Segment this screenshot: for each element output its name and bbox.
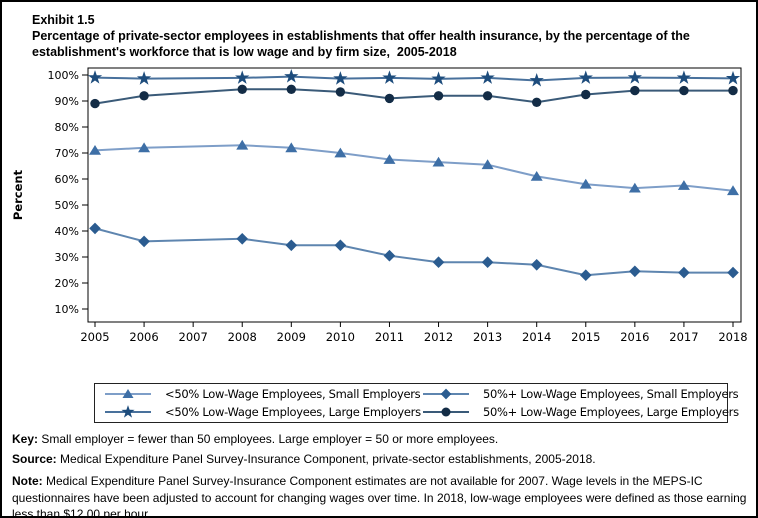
legend-label: <50% Low-Wage Employees, Small Employers <box>165 387 421 401</box>
diamond-marker-icon <box>423 388 469 400</box>
footnotes: Key: Small employer = fewer than 50 empl… <box>12 431 754 518</box>
x-tick-label: 2016 <box>620 330 649 344</box>
y-tick-label: 70% <box>55 147 79 160</box>
source-note: Source: Medical Expenditure Panel Survey… <box>12 451 754 468</box>
x-tick-label: 2018 <box>718 330 747 344</box>
y-tick-label: 10% <box>55 303 79 316</box>
series-star <box>87 69 741 87</box>
x-tick-label: 2010 <box>326 330 355 344</box>
title-block: Exhibit 1.5 Percentage of private-sector… <box>32 12 738 60</box>
legend-item-large-lt50: <50% Low-Wage Employees, Large Employers <box>95 404 421 420</box>
y-tick-label: 50% <box>55 199 79 212</box>
note-text: Medical Expenditure Panel Survey-Insuran… <box>12 474 747 518</box>
chart-title: Percentage of private-sector employees i… <box>32 29 694 59</box>
x-tick-label: 2009 <box>277 330 306 344</box>
x-tick-label: 2013 <box>473 330 502 344</box>
y-tick-label: 30% <box>55 251 79 264</box>
legend-label: 50%+ Low-Wage Employees, Large Employers <box>483 405 739 419</box>
triangle-marker-icon <box>105 389 151 399</box>
legend-item-large-50plus: 50%+ Low-Wage Employees, Large Employers <box>413 404 739 420</box>
key-text: Small employer = fewer than 50 employees… <box>38 432 499 446</box>
key-note: Key: Small employer = fewer than 50 empl… <box>12 431 754 448</box>
x-tick-label: 2008 <box>228 330 257 344</box>
y-tick-label: 90% <box>55 95 79 108</box>
y-axis: 100% 90% 80% 70% 60% 50% 40% 30% 20% 10% <box>48 69 88 316</box>
series-line <box>94 144 734 192</box>
x-tick-label: 2011 <box>375 330 404 344</box>
y-tick-label: 80% <box>55 121 79 134</box>
x-tick-label: 2006 <box>129 330 158 344</box>
note-label: Note: <box>12 474 43 488</box>
y-tick-label: 100% <box>48 69 79 82</box>
x-tick-label: 2017 <box>669 330 698 344</box>
source-label: Source: <box>12 451 57 466</box>
y-tick-label: 20% <box>55 277 79 290</box>
y-axis-title: Percent <box>11 169 25 220</box>
legend-item-small-lt50: <50% Low-Wage Employees, Small Employers <box>95 386 421 402</box>
x-tick-label: 2005 <box>80 330 109 344</box>
source-text: Medical Expenditure Panel Survey-Insuran… <box>56 451 596 466</box>
x-tick-label: 2007 <box>179 330 208 344</box>
y-tick-label: 40% <box>55 225 79 238</box>
x-tick-label: 2015 <box>571 330 600 344</box>
series-triangle <box>89 139 739 196</box>
method-note: Note: Medical Expenditure Panel Survey-I… <box>12 473 754 518</box>
chart-legend: <50% Low-Wage Employees, Small Employers… <box>94 383 739 423</box>
legend-label: 50%+ Low-Wage Employees, Small Employers <box>483 387 739 401</box>
exhibit-label: Exhibit 1.5 <box>32 13 95 27</box>
x-tick-label: 2014 <box>522 330 551 344</box>
x-axis: 2005 2006 2007 2008 2009 2010 2011 2012 2013 2014… <box>80 322 748 344</box>
x-tick-label: 2012 <box>424 330 453 344</box>
key-label: Key: <box>12 432 39 446</box>
star-marker-icon <box>105 405 151 418</box>
series-circle <box>90 84 738 109</box>
plot-border <box>87 67 742 323</box>
legend-item-small-50plus: 50%+ Low-Wage Employees, Small Employers <box>413 386 739 402</box>
series-diamond <box>89 222 739 281</box>
circle-marker-icon <box>423 407 469 417</box>
y-tick-label: 60% <box>55 173 79 186</box>
legend-label: <50% Low-Wage Employees, Large Employers <box>165 405 421 419</box>
